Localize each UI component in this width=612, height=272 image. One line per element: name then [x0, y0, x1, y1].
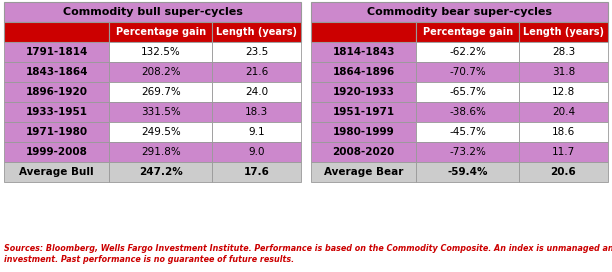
- Bar: [416, 142, 519, 162]
- Bar: [519, 122, 608, 142]
- Bar: [110, 162, 212, 182]
- Text: -70.7%: -70.7%: [449, 67, 486, 77]
- Text: 269.7%: 269.7%: [141, 87, 181, 97]
- Bar: [212, 62, 301, 82]
- Text: 208.2%: 208.2%: [141, 67, 181, 77]
- Bar: [212, 22, 301, 42]
- Text: -73.2%: -73.2%: [449, 147, 486, 157]
- Bar: [416, 122, 519, 142]
- Text: 24.0: 24.0: [245, 87, 268, 97]
- Bar: [212, 162, 301, 182]
- Bar: [311, 122, 416, 142]
- Text: 23.5: 23.5: [245, 47, 268, 57]
- Text: 28.3: 28.3: [552, 47, 575, 57]
- Bar: [519, 62, 608, 82]
- Text: 331.5%: 331.5%: [141, 107, 181, 117]
- Bar: [519, 42, 608, 62]
- Bar: [311, 22, 416, 42]
- Bar: [311, 162, 416, 182]
- Bar: [110, 122, 212, 142]
- Text: 1920-1933: 1920-1933: [333, 87, 395, 97]
- Bar: [311, 62, 416, 82]
- Text: 18.3: 18.3: [245, 107, 268, 117]
- Text: Commodity bull super-cycles: Commodity bull super-cycles: [62, 7, 242, 17]
- Text: -65.7%: -65.7%: [449, 87, 486, 97]
- Text: 11.7: 11.7: [552, 147, 575, 157]
- Text: Average Bear: Average Bear: [324, 167, 403, 177]
- Bar: [311, 102, 416, 122]
- Bar: [311, 2, 608, 22]
- Bar: [416, 82, 519, 102]
- Text: Commodity bear super-cycles: Commodity bear super-cycles: [367, 7, 552, 17]
- Text: Length (years): Length (years): [523, 27, 604, 37]
- Bar: [4, 2, 301, 22]
- Text: 1933-1951: 1933-1951: [26, 107, 88, 117]
- Text: 1864-1896: 1864-1896: [332, 67, 395, 77]
- Text: 18.6: 18.6: [552, 127, 575, 137]
- Text: 247.2%: 247.2%: [139, 167, 182, 177]
- Text: -38.6%: -38.6%: [449, 107, 486, 117]
- Text: 20.6: 20.6: [551, 167, 577, 177]
- Bar: [519, 22, 608, 42]
- Text: 20.4: 20.4: [552, 107, 575, 117]
- Text: 1951-1971: 1951-1971: [333, 107, 395, 117]
- Bar: [110, 82, 212, 102]
- Text: 1791-1814: 1791-1814: [26, 47, 88, 57]
- Text: Percentage gain: Percentage gain: [423, 27, 513, 37]
- Bar: [416, 22, 519, 42]
- Text: 12.8: 12.8: [552, 87, 575, 97]
- Text: 17.6: 17.6: [244, 167, 269, 177]
- Bar: [110, 62, 212, 82]
- Bar: [4, 142, 110, 162]
- Text: 1896-1920: 1896-1920: [26, 87, 88, 97]
- Bar: [212, 42, 301, 62]
- Text: Average Bull: Average Bull: [20, 167, 94, 177]
- Bar: [4, 82, 110, 102]
- Bar: [110, 142, 212, 162]
- Text: 31.8: 31.8: [552, 67, 575, 77]
- Bar: [519, 82, 608, 102]
- Text: 291.8%: 291.8%: [141, 147, 181, 157]
- Bar: [212, 102, 301, 122]
- Bar: [212, 142, 301, 162]
- Bar: [519, 102, 608, 122]
- Bar: [4, 62, 110, 82]
- Text: 9.1: 9.1: [248, 127, 265, 137]
- Text: 1814-1843: 1814-1843: [332, 47, 395, 57]
- Bar: [519, 142, 608, 162]
- Text: 1999-2008: 1999-2008: [26, 147, 88, 157]
- Text: 1843-1864: 1843-1864: [26, 67, 88, 77]
- Text: -62.2%: -62.2%: [449, 47, 486, 57]
- Text: 1980-1999: 1980-1999: [333, 127, 395, 137]
- Bar: [311, 42, 416, 62]
- Bar: [416, 42, 519, 62]
- Bar: [212, 82, 301, 102]
- Text: 249.5%: 249.5%: [141, 127, 181, 137]
- Bar: [416, 162, 519, 182]
- Bar: [416, 62, 519, 82]
- Bar: [311, 142, 416, 162]
- Bar: [4, 102, 110, 122]
- Text: 9.0: 9.0: [248, 147, 265, 157]
- Bar: [4, 162, 110, 182]
- Bar: [110, 42, 212, 62]
- Text: -45.7%: -45.7%: [449, 127, 486, 137]
- Text: 21.6: 21.6: [245, 67, 268, 77]
- Bar: [4, 22, 110, 42]
- Bar: [212, 122, 301, 142]
- Bar: [519, 162, 608, 182]
- Text: Percentage gain: Percentage gain: [116, 27, 206, 37]
- Bar: [311, 82, 416, 102]
- Text: -59.4%: -59.4%: [447, 167, 488, 177]
- Text: Length (years): Length (years): [216, 27, 297, 37]
- Text: 2008-2020: 2008-2020: [332, 147, 395, 157]
- Bar: [110, 22, 212, 42]
- Bar: [4, 42, 110, 62]
- Text: 1971-1980: 1971-1980: [26, 127, 88, 137]
- Bar: [416, 102, 519, 122]
- Bar: [4, 122, 110, 142]
- Bar: [110, 102, 212, 122]
- Text: 132.5%: 132.5%: [141, 47, 181, 57]
- Text: Sources: Bloomberg, Wells Fargo Investment Institute. Performance is based on th: Sources: Bloomberg, Wells Fargo Investme…: [4, 244, 612, 264]
